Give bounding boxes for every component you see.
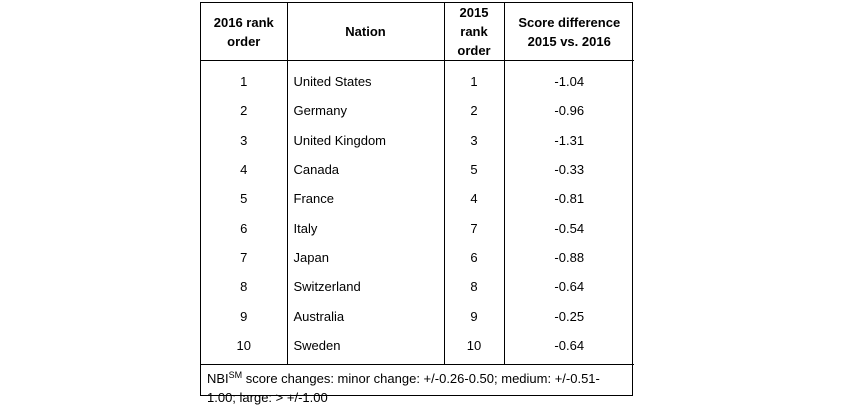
cell-2016-rank: 1 [201, 60, 288, 97]
table-row: 2 Germany 2 -0.96 [201, 96, 634, 126]
cell-2015-rank: 10 [444, 330, 505, 365]
table-body: 1 United States 1 -1.04 2 Germany 2 -0.96 3 Unite… [201, 60, 634, 365]
cell-2015-rank: 6 [444, 242, 505, 273]
cell-2015-rank: 2 [444, 96, 505, 126]
footnote-text: score changes: minor change: +/-0.26-0.5… [207, 370, 600, 405]
cell-nation: France [287, 184, 445, 214]
table-row: 8 Switzerland 8 -0.64 [201, 272, 634, 302]
cell-nation: Italy [287, 213, 445, 243]
cell-2015-rank: 9 [444, 301, 505, 331]
cell-2016-rank: 8 [201, 272, 288, 302]
table-row: 7 Japan 6 -0.88 [201, 242, 634, 273]
header-nation: Nation [287, 3, 445, 61]
header-2015-rank: 2015 rank order [444, 3, 505, 61]
cell-score-difference: -0.88 [554, 249, 585, 265]
cell-nation: Japan [287, 242, 445, 273]
header-score-difference: Score difference 2015 vs. 2016 [504, 3, 634, 61]
header-2016-rank-line2: order [227, 33, 261, 49]
table-row: 6 Italy 7 -0.54 [201, 213, 634, 243]
cell-2015-rank: 7 [444, 213, 505, 243]
cell-score-difference: -0.81 [554, 191, 585, 207]
cell-2015-rank: 4 [444, 184, 505, 214]
rankings-table-container: 2016 rank order Nation 2015 rank order S… [200, 2, 634, 405]
table-row: 5 France 4 -0.81 [201, 184, 634, 214]
table-row: 9 Australia 9 -0.25 [201, 301, 634, 331]
cell-score-difference: -0.64 [504, 330, 634, 365]
cell-score-difference: -0.96 [554, 103, 585, 119]
cell-nation: Australia [287, 301, 445, 331]
cell-score-difference: -1.04 [554, 74, 585, 90]
header-2016-rank-line1: 2016 rank [213, 14, 274, 30]
cell-2016-rank: 2 [201, 96, 288, 126]
table-row: 3 United Kingdom 3 -1.31 [201, 125, 634, 155]
cell-2015-rank: 8 [444, 272, 505, 302]
cell-2015-rank: 1 [444, 60, 505, 97]
cell-score-difference: -0.54 [554, 220, 585, 236]
cell-nation: Sweden [287, 330, 445, 365]
footnote-superscript: SM [228, 369, 243, 380]
cell-2016-rank: 4 [201, 154, 288, 185]
rankings-table: 2016 rank order Nation 2015 rank order S… [201, 3, 634, 365]
cell-score-difference: -1.31 [554, 132, 585, 148]
cell-nation: Switzerland [287, 272, 445, 302]
header-2015-rank-line2: order [457, 43, 491, 58]
cell-nation: Canada [287, 154, 445, 185]
table-row: 4 Canada 5 -0.33 [201, 154, 634, 185]
header-2015-rank-line1: 2015 rank [459, 5, 489, 39]
cell-2016-rank: 10 [201, 330, 288, 365]
cell-score-difference: -0.64 [554, 279, 585, 295]
header-score-difference-line2: 2015 vs. 2016 [527, 33, 611, 49]
cell-score-difference: -0.25 [554, 308, 585, 324]
cell-nation: Germany [287, 96, 445, 126]
header-score-difference-line1: Score difference [518, 14, 621, 30]
cell-2016-rank: 5 [201, 184, 288, 214]
cell-2016-rank: 6 [201, 213, 288, 243]
table-row: 1 United States 1 -1.04 [201, 60, 634, 97]
cell-score-difference: -0.33 [554, 162, 585, 178]
table-header-row: 2016 rank order Nation 2015 rank order S… [201, 3, 634, 61]
cell-2016-rank: 7 [201, 242, 288, 273]
cell-2015-rank: 3 [444, 125, 505, 155]
table-row: 10 Sweden 10 -0.64 [201, 330, 634, 365]
footnote-prefix: NBI [207, 370, 229, 386]
cell-2016-rank: 3 [201, 125, 288, 155]
header-2016-rank: 2016 rank order [201, 3, 288, 61]
cell-2015-rank: 5 [444, 154, 505, 185]
cell-nation: United States [287, 60, 445, 97]
cell-2016-rank: 9 [201, 301, 288, 331]
cell-nation: United Kingdom [287, 125, 445, 155]
